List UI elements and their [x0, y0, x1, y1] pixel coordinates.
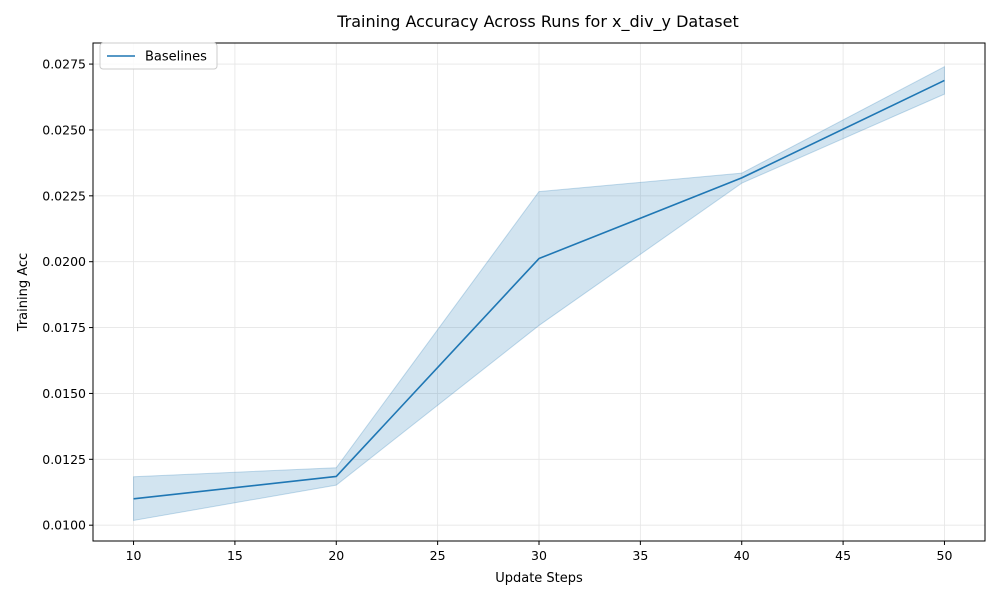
x-axis-title: Update Steps [495, 571, 583, 586]
x-tick-label: 15 [227, 548, 243, 563]
series-lines [133, 79, 945, 500]
x-tick-label: 10 [126, 548, 142, 563]
y-tick-label: 0.0225 [42, 188, 86, 203]
legend: Baselines [99, 42, 218, 70]
x-tick-label: 35 [632, 548, 648, 563]
confidence-band [133, 65, 945, 522]
x-tick-label: 45 [835, 548, 851, 563]
y-tick-label: 0.0275 [42, 57, 86, 72]
x-axis-ticks: 10 15 20 25 30 35 40 45 50 [126, 541, 953, 563]
y-tick-label: 0.0150 [42, 386, 86, 401]
y-tick-label: 0.0175 [42, 320, 86, 335]
x-tick-label: 40 [734, 548, 750, 563]
legend-label-baselines: Baselines [145, 50, 207, 65]
x-tick-label: 25 [430, 548, 446, 563]
chart-title: Training Accuracy Across Runs for x_div_… [336, 12, 739, 32]
series-line [133, 79, 945, 500]
y-tick-label: 0.0250 [42, 122, 86, 137]
x-tick-label: 30 [531, 548, 547, 563]
y-axis-title: Training Acc [16, 253, 31, 332]
y-tick-label: 0.0200 [42, 254, 86, 269]
series-band [133, 65, 945, 522]
x-tick-label: 20 [328, 548, 344, 563]
legend-box [99, 42, 218, 70]
y-axis-ticks: 0.0100 0.0125 0.0150 0.0175 0.0200 0.0225 0.02… [42, 57, 93, 533]
x-tick-label: 50 [937, 548, 953, 563]
y-tick-label: 0.0100 [42, 518, 86, 533]
y-tick-label: 0.0125 [42, 452, 86, 467]
grid [93, 43, 985, 541]
